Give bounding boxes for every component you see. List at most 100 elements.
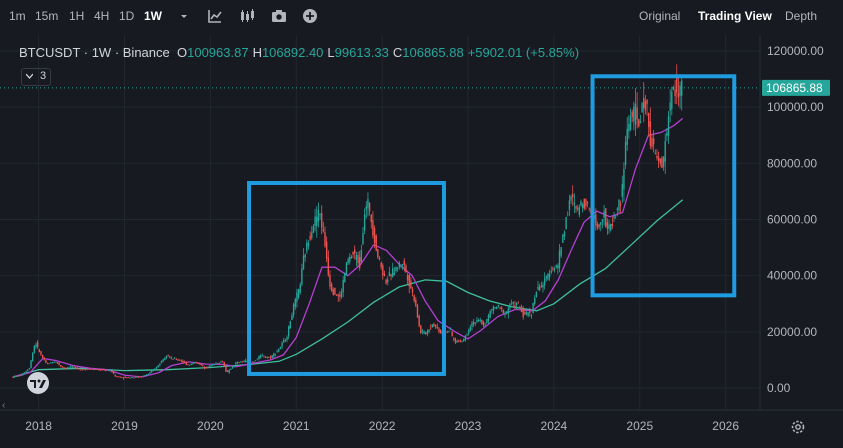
candle-body xyxy=(639,121,642,124)
timeframe-15m[interactable]: 15m xyxy=(35,9,59,23)
candle-body xyxy=(81,369,83,371)
candle-body xyxy=(418,315,420,327)
chevron-down-icon xyxy=(26,73,33,79)
close-value: 106865.88 xyxy=(402,45,464,60)
candle-body xyxy=(586,202,589,204)
candle-body xyxy=(112,372,115,374)
view-original[interactable]: Original xyxy=(639,9,681,23)
camera-icon[interactable] xyxy=(271,8,287,24)
gear-icon[interactable] xyxy=(790,419,806,435)
candle-body xyxy=(502,309,505,314)
candle-body xyxy=(573,202,576,205)
candle-body xyxy=(152,369,154,372)
candle-body xyxy=(433,323,435,327)
candle-body xyxy=(96,369,98,370)
timeframe-4h[interactable]: 4H xyxy=(94,9,110,23)
candle-body xyxy=(408,274,410,287)
candle-body xyxy=(540,285,543,287)
candle-body xyxy=(40,351,42,355)
y-axis: 0.00 20000.00 40000.00 60000.00 80000.00 1000… xyxy=(767,44,824,395)
candle-body xyxy=(74,367,77,369)
timeframe-1m[interactable]: 1m xyxy=(9,9,26,23)
chevron-down-icon[interactable] xyxy=(176,8,192,24)
candle-body xyxy=(349,256,351,262)
view-depth[interactable]: Depth xyxy=(785,9,818,23)
x-tick-label: 2026 xyxy=(712,419,739,433)
candle-body xyxy=(370,214,372,222)
x-tick-label: 2024 xyxy=(541,419,568,433)
candle-body xyxy=(368,202,371,212)
candle-body xyxy=(411,289,414,293)
candle-body xyxy=(51,362,54,364)
candle-body xyxy=(550,270,552,273)
candle-body xyxy=(339,294,341,297)
candle-body xyxy=(651,138,653,148)
candle-body xyxy=(38,349,41,353)
candle-body xyxy=(66,367,69,369)
candle-body xyxy=(212,364,214,366)
candle-body xyxy=(643,97,645,109)
candle-body xyxy=(200,363,202,365)
timeframe-1w[interactable]: 1W xyxy=(144,9,162,23)
candle-body xyxy=(405,265,407,273)
add-icon[interactable] xyxy=(302,8,318,24)
candle-body xyxy=(392,268,394,278)
view-trading-view[interactable]: Trading View xyxy=(698,9,772,23)
timeframe-1d[interactable]: 1D xyxy=(119,9,135,23)
indicators-icon[interactable] xyxy=(207,8,223,24)
candle-body xyxy=(297,289,300,298)
scroll-left-icon[interactable]: ‹ xyxy=(2,400,6,411)
chart-grid xyxy=(0,35,843,411)
candle-body xyxy=(147,373,150,375)
candle-body xyxy=(53,361,55,363)
candle-body xyxy=(629,116,632,130)
candle-body xyxy=(494,307,496,309)
candle-body xyxy=(177,359,179,361)
candle-body xyxy=(619,203,622,206)
candle-body xyxy=(652,138,655,145)
candle-body xyxy=(192,363,194,365)
candle-body xyxy=(352,252,354,255)
candle-body xyxy=(15,376,17,377)
candle-body xyxy=(202,365,204,367)
candle-body xyxy=(279,346,282,349)
timeframe-1h[interactable]: 1H xyxy=(69,9,85,23)
candle-body xyxy=(672,87,675,91)
candle-body xyxy=(137,376,140,378)
candle-body xyxy=(596,224,599,228)
x-tick-label: 2020 xyxy=(197,419,224,433)
candle-body xyxy=(664,141,666,162)
candle-body xyxy=(309,236,311,240)
candle-body xyxy=(197,362,199,364)
candle-body xyxy=(677,92,680,98)
candle-body xyxy=(149,372,151,374)
candle-body xyxy=(164,357,166,360)
candle-body xyxy=(78,368,80,370)
candle-body xyxy=(140,376,143,378)
candle-body xyxy=(425,332,427,335)
candles-icon[interactable] xyxy=(239,8,255,24)
close-label: C xyxy=(392,45,403,60)
candle-body xyxy=(73,366,75,368)
chart-series xyxy=(12,64,684,380)
candle-body xyxy=(94,369,97,370)
candle-body xyxy=(641,103,643,113)
candle-body xyxy=(175,358,178,360)
candle-body xyxy=(337,294,339,297)
candle-body xyxy=(623,168,625,190)
candle-body xyxy=(160,360,163,363)
change-value: +5902.01 (+5.85%) xyxy=(467,45,580,60)
candle-body xyxy=(656,156,658,158)
candle-body xyxy=(649,121,652,146)
candle-body xyxy=(666,132,668,136)
candle-body xyxy=(507,308,510,314)
indicator-toggle[interactable]: 3 xyxy=(21,68,51,86)
candle-body xyxy=(213,364,216,366)
candle-body xyxy=(557,265,559,269)
candle-body xyxy=(278,349,280,352)
candle-body xyxy=(387,279,389,282)
candle-body xyxy=(195,362,197,364)
candle-body xyxy=(261,355,263,357)
candle-body xyxy=(662,156,665,167)
